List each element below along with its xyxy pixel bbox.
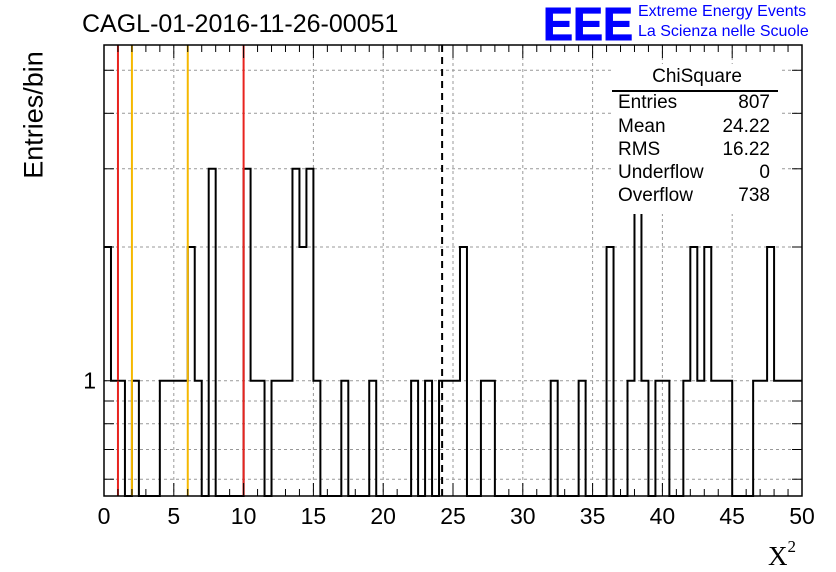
histogram-bin — [181, 381, 188, 496]
x-axis-label-symbol: X — [768, 541, 788, 571]
histogram-bin — [760, 381, 767, 496]
histogram-bin — [551, 381, 558, 496]
histogram-bin — [607, 247, 614, 496]
stats-row-underflow: Underflow 0 — [618, 162, 770, 186]
histogram-bin — [795, 381, 802, 496]
histogram-bin — [753, 381, 760, 496]
histogram-outline — [104, 167, 802, 497]
y-axis-label: Entries/bin — [18, 51, 49, 179]
histogram-bin — [188, 247, 195, 496]
axis-ticks — [103, 45, 803, 496]
x-tick-label: 20 — [370, 503, 396, 529]
logo-text: EEE — [543, 2, 633, 46]
histogram-bin — [299, 247, 306, 496]
stats-value: 0 — [759, 162, 770, 183]
x-tick-label: 50 — [789, 503, 815, 529]
x-tick-label: 30 — [510, 503, 536, 529]
histogram-bin — [634, 169, 641, 496]
histogram-bin — [662, 381, 669, 496]
histogram-bin — [258, 381, 265, 496]
histogram-bin — [460, 247, 467, 496]
histogram-bin — [425, 381, 432, 496]
histogram-bin — [655, 381, 662, 496]
histogram-bin — [718, 381, 725, 496]
y-tick-labels: 1 — [83, 368, 96, 394]
stats-value: 807 — [738, 92, 770, 113]
histogram-bin — [369, 381, 376, 496]
histogram-bin — [244, 169, 251, 496]
histogram-bin — [683, 381, 690, 496]
eee-logo: EEE — [543, 2, 634, 46]
histogram-bin — [118, 381, 125, 496]
histogram-bin — [341, 381, 348, 496]
histogram-bin — [453, 381, 460, 496]
histogram-bin — [279, 381, 286, 496]
stats-label: Underflow — [618, 162, 704, 183]
histogram-bin — [690, 247, 697, 496]
histogram-bin — [132, 381, 139, 496]
histogram-bin — [195, 381, 202, 496]
histogram-bin — [292, 169, 299, 496]
stats-label: Entries — [618, 92, 678, 113]
x-tick-label: 5 — [167, 503, 180, 529]
stats-row-entries: Entries 807 — [618, 92, 770, 116]
histogram-bin — [579, 381, 586, 496]
histogram-bins — [104, 167, 802, 497]
histogram-bin — [209, 169, 216, 496]
stats-label: RMS — [618, 139, 661, 160]
histogram-bin — [725, 381, 732, 496]
run-title: CAGL-01-2016-11-26-00051 — [82, 10, 399, 38]
x-axis-label: X2 — [768, 537, 797, 572]
histogram-bin — [774, 381, 781, 496]
histogram-bin — [641, 381, 648, 496]
x-tick-labels: 0 5 10 15 20 25 30 35 40 45 50 — [98, 503, 815, 529]
y-tick-label: 1 — [83, 368, 96, 394]
x-tick-label: 10 — [231, 503, 257, 529]
x-axis-label-exponent: 2 — [787, 537, 797, 556]
stats-box: ChiSquare Entries 807 Mean 24.22 RMS 16.… — [612, 64, 782, 214]
stats-title-rule — [612, 90, 778, 92]
x-tick-label: 0 — [98, 503, 111, 529]
x-tick-label: 40 — [650, 503, 676, 529]
histogram-bin — [788, 381, 795, 496]
stats-value: 24.22 — [722, 116, 770, 137]
histogram-bin — [697, 381, 704, 496]
stats-row-rms: RMS 16.22 — [618, 139, 770, 163]
stats-title: ChiSquare — [652, 66, 742, 87]
histogram-bin — [251, 381, 258, 496]
histogram-bin — [160, 381, 167, 496]
reference-lines — [116, 45, 444, 496]
histogram-bin — [481, 381, 488, 496]
stats-value: 738 — [738, 185, 770, 206]
logo-line-2: La Scienza nelle Scuole — [638, 23, 809, 40]
stats-row-overflow: Overflow 738 — [618, 185, 770, 209]
histogram-bin — [111, 381, 118, 496]
histogram-bin — [285, 381, 292, 496]
histogram-bin — [104, 247, 111, 496]
x-tick-label: 25 — [440, 503, 466, 529]
histogram-bin — [711, 381, 718, 496]
histogram-bin — [781, 381, 788, 496]
histogram-bin — [446, 381, 453, 496]
histogram-bin — [628, 381, 635, 496]
x-tick-label: 45 — [719, 503, 745, 529]
x-tick-label: 35 — [580, 503, 606, 529]
logo-line-1: Extreme Energy Events — [638, 3, 807, 20]
stats-value: 16.22 — [722, 139, 770, 160]
stats-row-mean: Mean 24.22 — [618, 116, 770, 140]
stats-label: Overflow — [618, 185, 693, 206]
histogram-bin — [272, 381, 279, 496]
histogram-bin — [167, 381, 174, 496]
histogram-bin — [704, 247, 711, 496]
histogram-bin — [306, 169, 313, 496]
histogram-bin — [767, 247, 774, 496]
stats-label: Mean — [618, 116, 666, 137]
histogram-bin — [313, 381, 320, 496]
histogram-bin — [488, 381, 495, 496]
x-tick-label: 15 — [301, 503, 327, 529]
histogram-bin — [174, 381, 181, 496]
histogram-bin — [411, 381, 418, 496]
